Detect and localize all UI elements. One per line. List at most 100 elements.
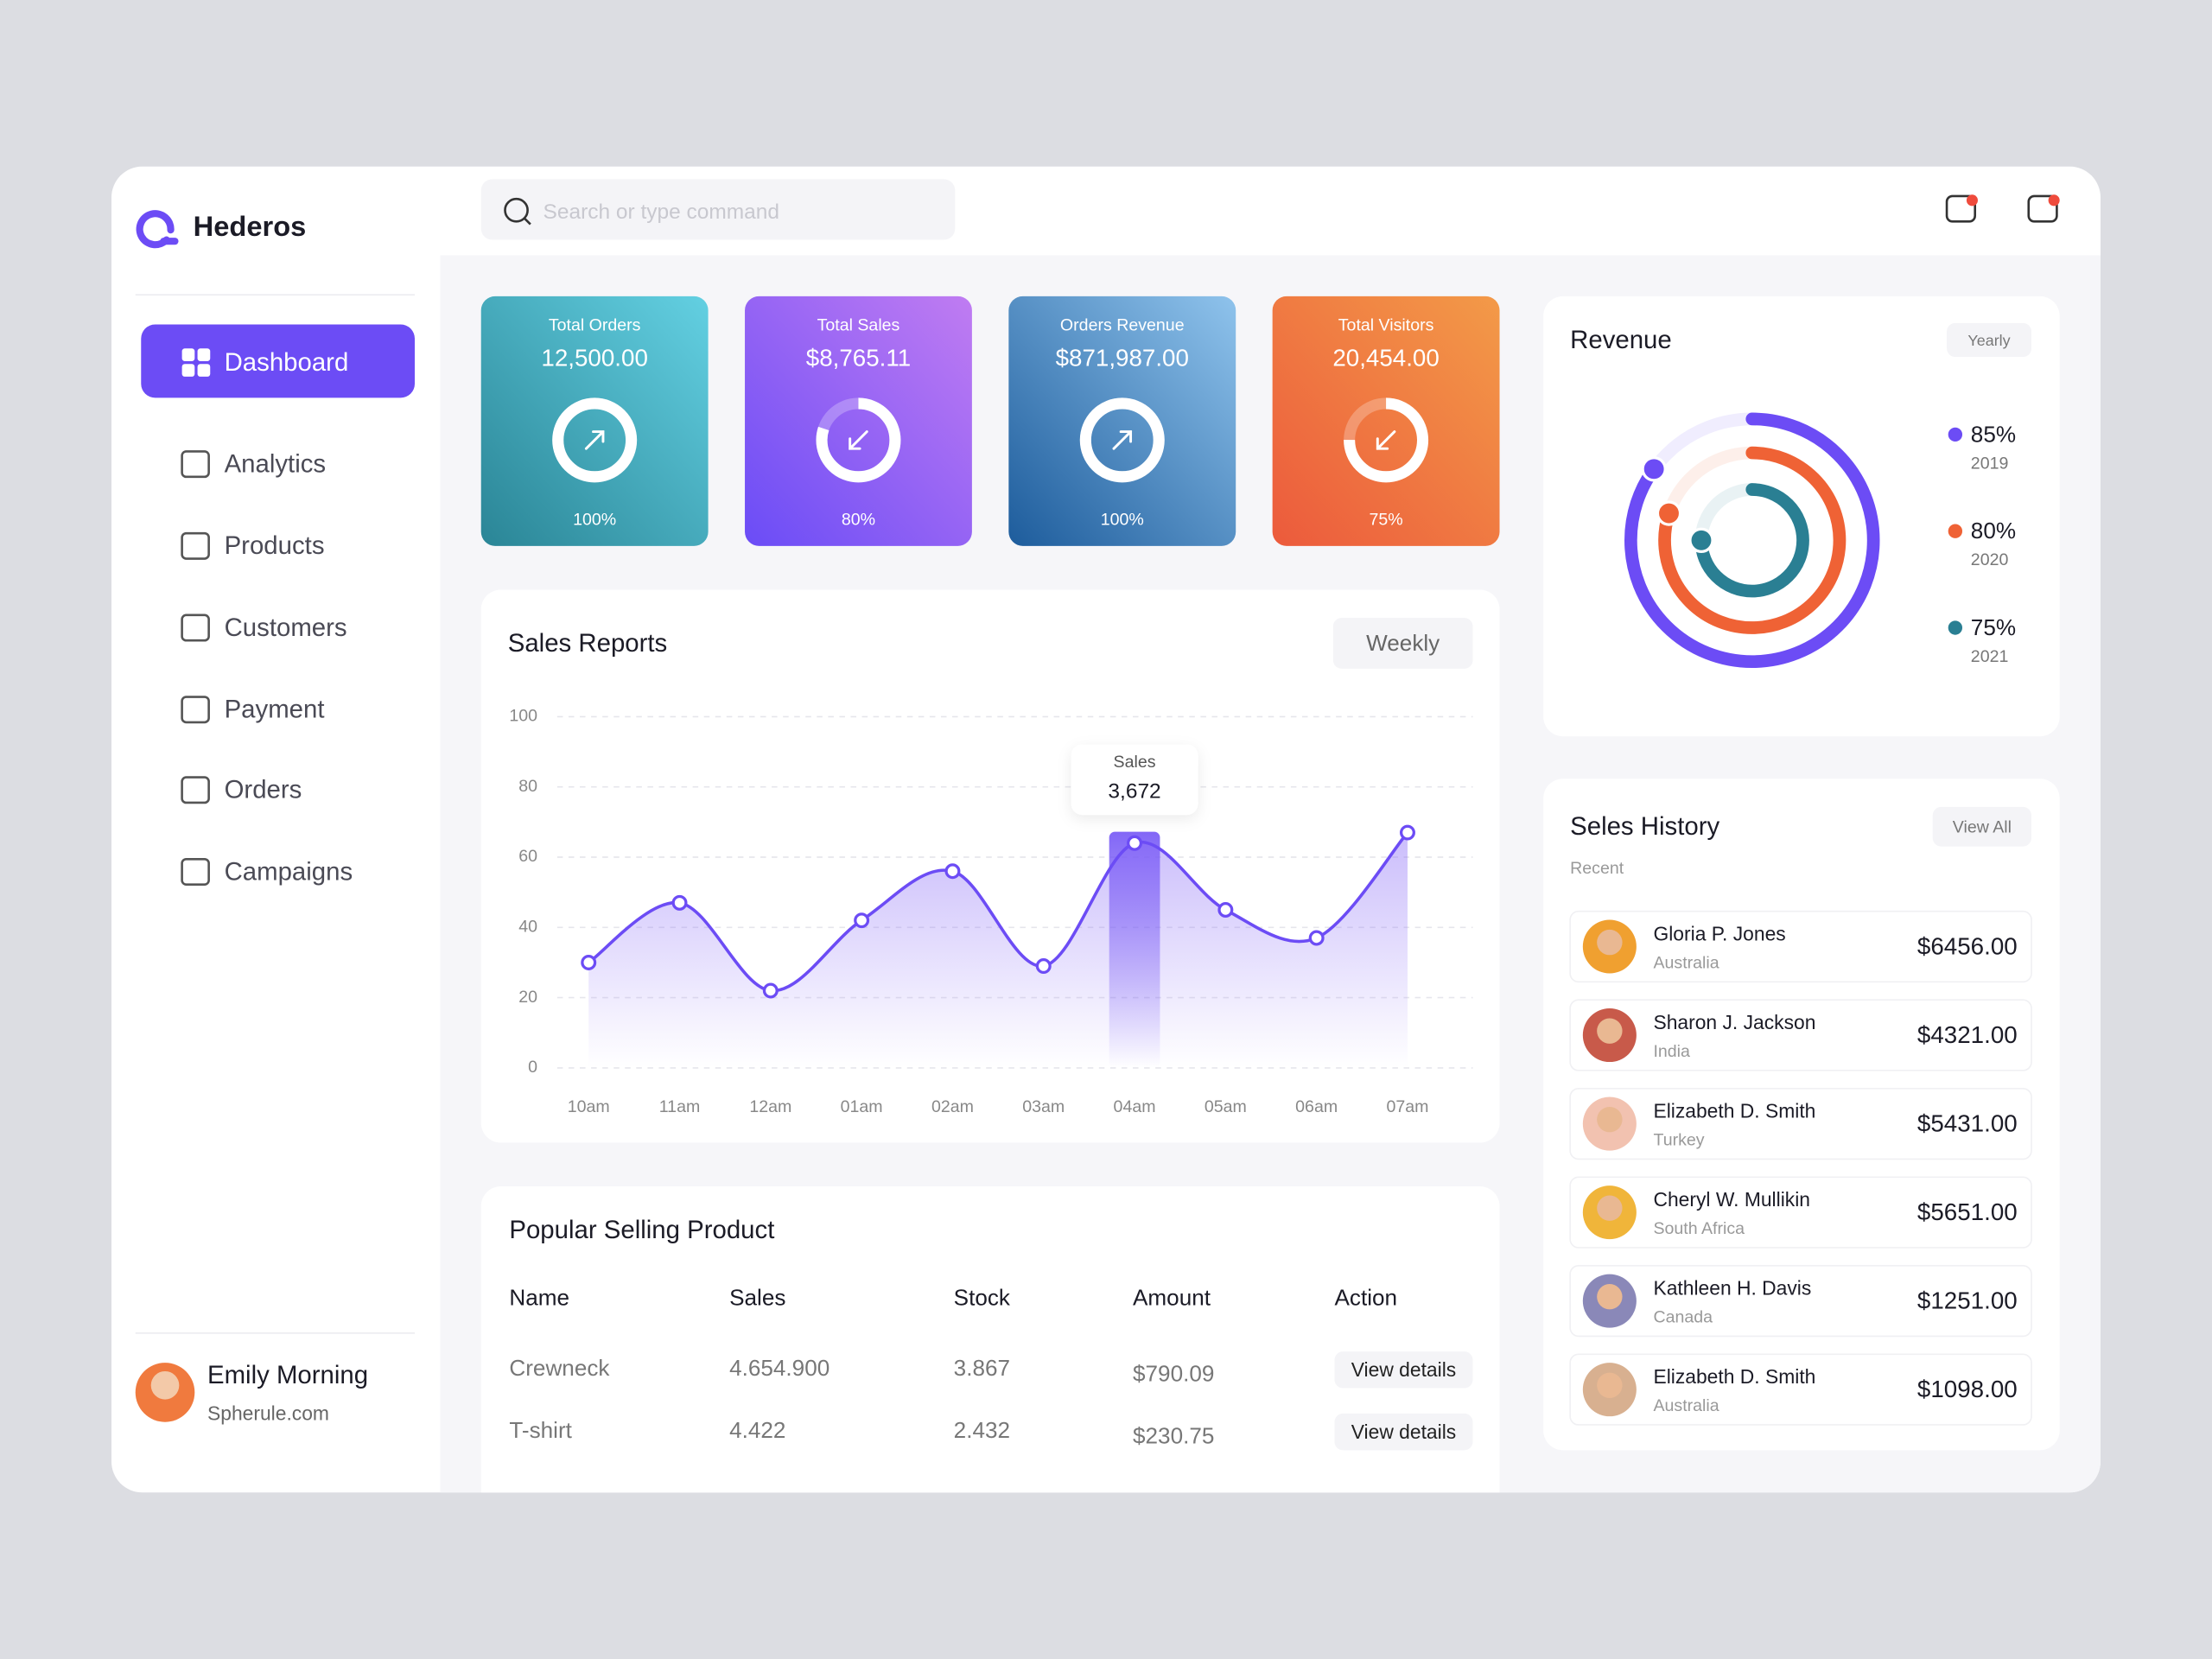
nav-label: Payment <box>225 696 325 724</box>
ring <box>1624 412 1880 669</box>
card-title: Total Orders <box>549 315 641 334</box>
trend-arrow <box>1376 430 1396 450</box>
avatar-face <box>1597 1106 1623 1133</box>
view-all-button-bg <box>1932 806 2032 847</box>
row-bg <box>1569 1353 2032 1426</box>
customer-country: Australia <box>1653 953 1719 972</box>
customer-name: Elizabeth D. Smith <box>1653 1365 1815 1388</box>
view-details-button[interactable]: View details <box>1334 1413 1473 1451</box>
nav-item[interactable]: Products <box>181 531 325 560</box>
table-cell: 4.654.900 <box>729 1355 830 1381</box>
card-progress-label: 80% <box>842 511 875 530</box>
history-row[interactable]: Cheryl W. Mullikin South Africa $5651.00 <box>1569 1176 2032 1249</box>
point <box>671 894 688 911</box>
tooltip-label: Sales <box>1114 753 1156 772</box>
view-details-button-label: View details <box>1351 1358 1456 1381</box>
nav-item[interactable]: Campaigns <box>181 857 353 886</box>
nav-label: Customers <box>225 613 347 642</box>
ring-knob <box>1656 500 1682 526</box>
ring-knob <box>1688 527 1714 553</box>
x-tick-label: 06am <box>1295 1097 1338 1116</box>
tooltip <box>1071 744 1198 816</box>
point <box>1308 930 1325 946</box>
chart-title: Revenue <box>1570 326 1672 354</box>
history-row[interactable]: Sharon J. Jackson India $4321.00 <box>1569 999 2032 1071</box>
x-tick-label: 12am <box>749 1097 791 1116</box>
filter-button-bg <box>1332 618 1473 669</box>
filter-button-label: Yearly <box>1967 332 2010 349</box>
card-value: $871,987.00 <box>1056 345 1189 372</box>
history-row[interactable]: Elizabeth D. Smith Australia $1098.00 <box>1569 1353 2032 1426</box>
view-details-button-label: View details <box>1351 1421 1456 1443</box>
nav-icon <box>181 531 210 560</box>
legend-label: 2019 <box>1971 454 2009 473</box>
amount: $6456.00 <box>1917 932 2018 959</box>
progress-ring <box>1344 397 1429 483</box>
app-window: Hederos Dashboard Analytics Products Custome… <box>111 166 2101 1493</box>
table-cell: 2.432 <box>954 1417 1010 1443</box>
nav-icon <box>197 348 211 361</box>
history-row[interactable]: Gloria P. Jones Australia $6456.00 <box>1569 910 2032 983</box>
view-all-button[interactable]: View All <box>1932 806 2032 847</box>
line <box>588 831 1409 993</box>
customer-country: Turkey <box>1653 1130 1704 1149</box>
nav-label: Products <box>225 531 325 560</box>
filter-button[interactable]: Weekly <box>1332 618 1473 669</box>
table-title: Popular Selling Product <box>509 1216 774 1244</box>
view-details-button-bg <box>1334 1413 1473 1451</box>
nav-label: Analytics <box>225 450 327 479</box>
nav-label: Campaigns <box>225 857 353 886</box>
card-progress-label: 100% <box>573 511 616 530</box>
badge <box>2048 194 2060 207</box>
table-header: Sales <box>729 1285 785 1311</box>
nav-active-bg <box>141 324 415 398</box>
point <box>1127 835 1143 851</box>
customer-name: Elizabeth D. Smith <box>1653 1100 1815 1122</box>
table-cell: 4.422 <box>729 1417 785 1443</box>
y-tick-label: 40 <box>518 917 537 936</box>
products-panel <box>480 1186 1500 1493</box>
history-row[interactable]: Elizabeth D. Smith Turkey $5431.00 <box>1569 1087 2032 1160</box>
y-tick-label: 0 <box>528 1058 537 1077</box>
icon <box>2027 194 2058 223</box>
nav-item[interactable]: Customers <box>181 613 347 642</box>
view-all-button-label: View All <box>1953 818 2012 837</box>
notifications-button[interactable] <box>2027 194 2060 223</box>
y-tick-label: 100 <box>509 707 537 726</box>
avatar-face <box>1597 1284 1623 1310</box>
filter-button[interactable]: Yearly <box>1947 322 2032 358</box>
nav-item[interactable]: Payment <box>181 696 325 724</box>
user-avatar-face <box>150 1370 180 1400</box>
messages-button[interactable] <box>1945 194 1978 223</box>
amount: $5431.00 <box>1917 1110 2018 1137</box>
legend-value: 75% <box>1971 614 2016 640</box>
search-icon <box>504 197 529 223</box>
nav-icon <box>181 776 210 804</box>
table-header: Name <box>509 1285 569 1311</box>
customer-name: Kathleen H. Davis <box>1653 1277 1811 1300</box>
legend-dot <box>1948 524 1963 538</box>
nav-icon <box>181 696 210 724</box>
amount: $1251.00 <box>1917 1287 2018 1314</box>
card-title: Orders Revenue <box>1060 315 1185 334</box>
card-value: $8,765.11 <box>806 345 911 372</box>
nav-icon <box>181 857 210 886</box>
card-title: Total Sales <box>817 315 900 334</box>
table-cell: T-shirt <box>509 1417 572 1443</box>
stat-card <box>480 296 709 546</box>
nav-item[interactable]: Orders <box>181 776 302 804</box>
nav-icon <box>181 450 210 479</box>
progress-ring <box>816 397 901 483</box>
legend-value: 85% <box>1971 421 2016 447</box>
view-details-button[interactable]: View details <box>1334 1351 1473 1389</box>
user-site: Spherule.com <box>207 1402 329 1425</box>
search-placeholder: Search or type command <box>543 200 779 224</box>
history-row[interactable]: Kathleen H. Davis Canada $1251.00 <box>1569 1265 2032 1338</box>
nav-item[interactable]: Dashboard <box>141 324 415 398</box>
nav-item[interactable]: Analytics <box>181 450 327 479</box>
legend-label: 2020 <box>1971 550 2009 569</box>
search-box[interactable]: Search or type command <box>480 179 956 240</box>
table-cell: $790.09 <box>1133 1361 1214 1387</box>
nav-icon <box>197 364 211 377</box>
